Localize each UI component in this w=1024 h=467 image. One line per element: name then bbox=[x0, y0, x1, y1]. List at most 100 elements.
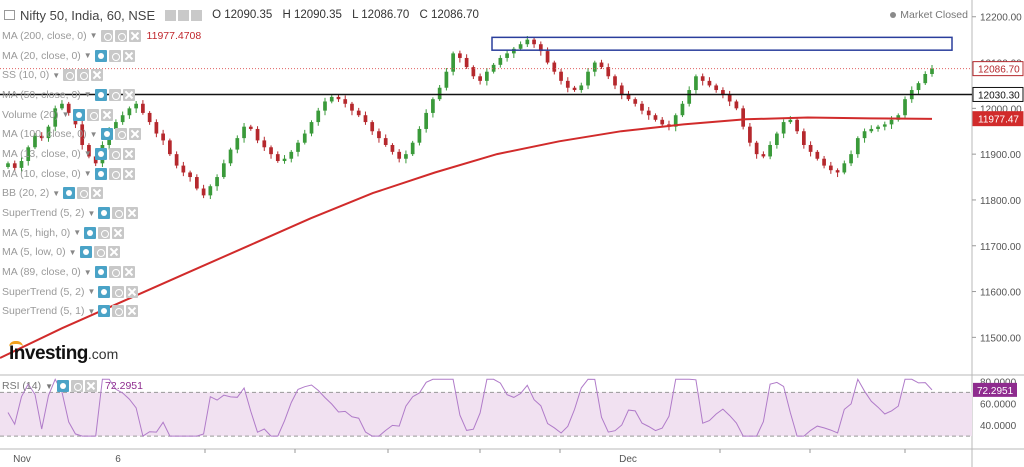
gear-icon[interactable] bbox=[98, 226, 111, 239]
eye-icon[interactable] bbox=[94, 88, 107, 101]
candle-body bbox=[302, 133, 307, 143]
gear-icon[interactable] bbox=[63, 69, 76, 82]
indicator-row[interactable]: SS (10, 0) ▼ bbox=[2, 65, 201, 85]
close-icon[interactable] bbox=[122, 266, 135, 279]
eye-icon[interactable] bbox=[98, 305, 111, 318]
eye-icon[interactable] bbox=[94, 167, 107, 180]
eye-icon[interactable] bbox=[94, 266, 107, 279]
close-icon[interactable] bbox=[128, 128, 141, 141]
candle-body bbox=[781, 122, 786, 134]
indicator-row[interactable]: BB (20, 2) ▼ bbox=[2, 184, 201, 204]
candle-body bbox=[761, 154, 766, 157]
eye-icon[interactable] bbox=[84, 226, 97, 239]
indicator-row[interactable]: MA (10, close, 0) ▼ bbox=[2, 164, 201, 184]
indicator-row[interactable]: SuperTrend (5, 2) ▼ bbox=[2, 282, 201, 302]
close-icon[interactable] bbox=[122, 88, 135, 101]
indicator-row[interactable]: SuperTrend (5, 2) ▼ bbox=[2, 203, 201, 223]
eye-icon[interactable] bbox=[94, 49, 107, 62]
candle-body bbox=[141, 103, 145, 113]
close-icon[interactable] bbox=[91, 187, 104, 200]
close-icon[interactable] bbox=[122, 147, 135, 160]
gear-icon[interactable] bbox=[77, 187, 90, 200]
indicator-row[interactable]: Volume (20) ▼ bbox=[2, 105, 201, 125]
menu-icon[interactable] bbox=[4, 10, 15, 20]
close-icon[interactable] bbox=[100, 108, 113, 121]
indicator-row[interactable]: MA (13, close, 0) ▼ bbox=[2, 144, 201, 164]
chevron-down-icon[interactable]: ▼ bbox=[87, 208, 96, 218]
gear-icon[interactable] bbox=[108, 49, 121, 62]
chevron-down-icon[interactable]: ▼ bbox=[83, 169, 92, 179]
gear-icon[interactable] bbox=[77, 69, 90, 82]
eye-icon[interactable] bbox=[94, 147, 107, 160]
gear-icon[interactable] bbox=[108, 266, 121, 279]
chevron-down-icon[interactable]: ▼ bbox=[83, 267, 92, 277]
y-tick-label: 11700.00 bbox=[980, 242, 1021, 253]
gear-icon[interactable] bbox=[114, 128, 127, 141]
close-icon[interactable] bbox=[85, 380, 98, 392]
close-icon[interactable] bbox=[122, 167, 135, 180]
candle-body bbox=[464, 57, 469, 68]
gear-icon[interactable] bbox=[86, 108, 99, 121]
chevron-down-icon[interactable]: ▼ bbox=[87, 306, 96, 316]
gear-icon[interactable] bbox=[71, 380, 84, 392]
y-tick-label: 12000.00 bbox=[980, 104, 1022, 115]
chevron-down-icon[interactable]: ▼ bbox=[52, 188, 61, 198]
chevron-down-icon[interactable]: ▼ bbox=[89, 129, 98, 139]
chevron-down-icon[interactable]: ▼ bbox=[52, 70, 61, 80]
candle-body bbox=[431, 99, 435, 113]
eye-icon[interactable] bbox=[100, 128, 113, 141]
status-dot-icon bbox=[890, 12, 897, 19]
gear-icon[interactable] bbox=[112, 285, 125, 298]
chart-close-icon[interactable] bbox=[191, 9, 203, 21]
chart-gear-icon[interactable] bbox=[178, 9, 190, 21]
chevron-down-icon[interactable]: ▼ bbox=[87, 287, 96, 297]
gear-icon[interactable] bbox=[112, 207, 125, 220]
close-icon[interactable] bbox=[126, 305, 139, 318]
close-icon[interactable] bbox=[112, 226, 125, 239]
indicator-row[interactable]: MA (200, close, 0) ▼ 11977.4708 bbox=[2, 26, 201, 46]
gear-icon[interactable] bbox=[108, 88, 121, 101]
gear-icon[interactable] bbox=[108, 167, 121, 180]
indicator-row[interactable]: SuperTrend (5, 1) ▼ bbox=[2, 302, 201, 322]
gear-icon[interactable] bbox=[100, 29, 113, 42]
chart-settings-icon[interactable] bbox=[165, 9, 177, 21]
eye-icon[interactable] bbox=[57, 380, 70, 392]
gear-icon[interactable] bbox=[114, 29, 127, 42]
eye-icon[interactable] bbox=[79, 246, 92, 259]
candle-body bbox=[363, 115, 368, 123]
gear-icon[interactable] bbox=[112, 305, 125, 318]
eye-icon[interactable] bbox=[63, 187, 76, 200]
eye-icon[interactable] bbox=[72, 108, 85, 121]
close-icon[interactable] bbox=[107, 246, 120, 259]
close-icon[interactable] bbox=[126, 285, 139, 298]
chevron-down-icon[interactable]: ▼ bbox=[68, 247, 77, 257]
indicator-row[interactable]: MA (50, close, 0) ▼ bbox=[2, 85, 201, 105]
indicator-row[interactable]: MA (100, close, 0) ▼ bbox=[2, 124, 201, 144]
indicator-row[interactable]: MA (5, high, 0) ▼ bbox=[2, 223, 201, 243]
candle-body bbox=[532, 39, 536, 45]
close-icon[interactable] bbox=[122, 49, 135, 62]
chevron-down-icon[interactable]: ▼ bbox=[61, 110, 70, 120]
chevron-down-icon[interactable]: ▼ bbox=[83, 149, 92, 159]
chevron-down-icon[interactable]: ▼ bbox=[89, 31, 98, 41]
candle-body bbox=[356, 110, 361, 116]
candle-body bbox=[565, 80, 570, 88]
candle-body bbox=[606, 67, 611, 77]
chevron-down-icon[interactable]: ▼ bbox=[83, 90, 92, 100]
eye-icon[interactable] bbox=[98, 207, 111, 220]
close-icon[interactable] bbox=[126, 207, 139, 220]
chevron-down-icon[interactable]: ▼ bbox=[45, 381, 54, 391]
chevron-down-icon[interactable]: ▼ bbox=[83, 51, 92, 61]
chevron-down-icon[interactable]: ▼ bbox=[73, 228, 82, 238]
indicator-row[interactable]: MA (5, low, 0) ▼ bbox=[2, 243, 201, 263]
close-icon[interactable] bbox=[91, 69, 104, 82]
indicator-row[interactable]: MA (20, close, 0) ▼ bbox=[2, 46, 201, 66]
indicator-list: MA (200, close, 0) ▼ 11977.4708 MA (20, clo… bbox=[2, 26, 201, 321]
indicator-row[interactable]: MA (89, close, 0) ▼ bbox=[2, 262, 201, 282]
gear-icon[interactable] bbox=[93, 246, 106, 259]
close-icon[interactable] bbox=[128, 29, 141, 42]
eye-icon[interactable] bbox=[98, 285, 111, 298]
gear-icon[interactable] bbox=[108, 147, 121, 160]
